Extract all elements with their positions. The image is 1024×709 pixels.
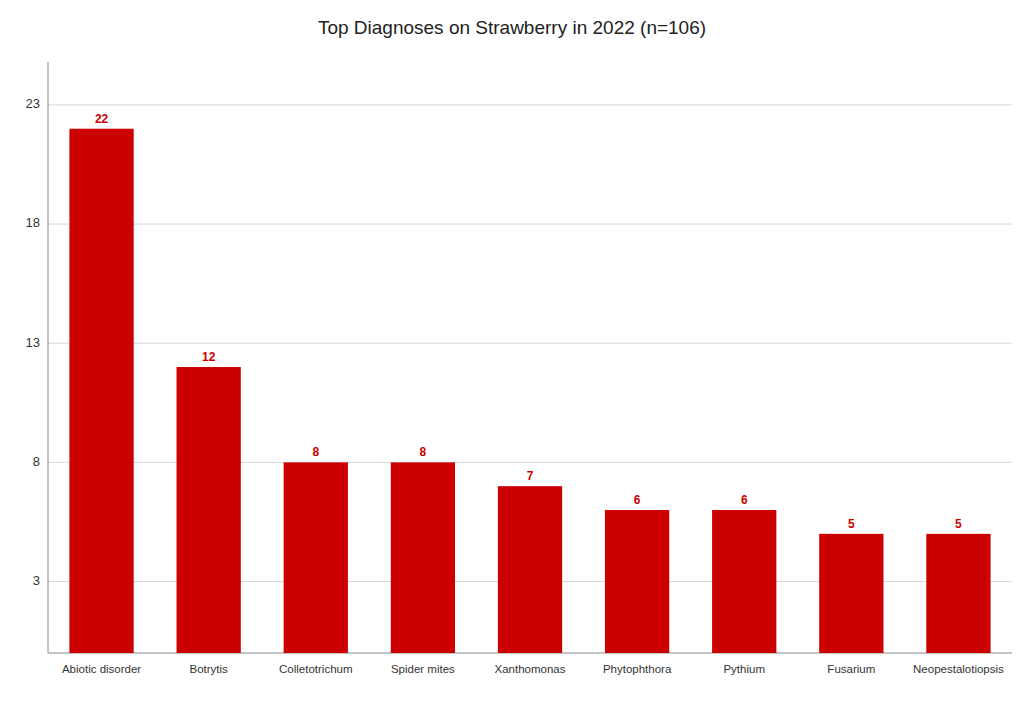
data-label: 5 [955,517,962,531]
y-tick-label: 18 [26,215,40,230]
x-tick-label: Colletotrichum [279,663,353,675]
x-tick-label: Pythium [723,663,765,675]
data-label: 6 [634,493,641,507]
x-tick-label: Spider mites [391,663,455,675]
data-label: 7 [527,469,534,483]
x-tick-label: Abiotic disorder [62,663,141,675]
data-label: 22 [95,112,109,126]
x-tick-label: Botrytis [189,663,228,675]
chart: Top Diagnoses on Strawberry in 2022 (n=1… [0,0,1024,709]
x-tick-label: Phytophthora [603,663,672,675]
chart-container: Top Diagnoses on Strawberry in 2022 (n=1… [0,0,1024,709]
y-tick-label: 3 [33,573,40,588]
bar [177,367,241,653]
bar [819,534,883,653]
data-label: 5 [848,517,855,531]
bar [605,510,669,653]
grid-line [48,224,1012,225]
bar [284,462,348,653]
data-label: 12 [202,350,216,364]
data-label: 6 [741,493,748,507]
grid-line [48,343,1012,344]
grid-line [48,104,1012,105]
bar [926,534,990,653]
data-label: 8 [312,445,319,459]
bars [69,129,990,653]
title: Top Diagnoses on Strawberry in 2022 (n=1… [318,17,706,38]
bar [498,486,562,653]
y-axis-line [48,62,49,653]
x-tick-label: Fusarium [827,663,875,675]
y-tick-label: 23 [26,96,40,111]
x-tick-label: Xanthomonas [495,663,566,675]
bar [712,510,776,653]
x-tick-label: Neopestalotiopsis [913,663,1004,675]
bar [69,129,133,653]
bar [391,462,455,653]
y-tick-label: 13 [26,335,40,350]
y-tick-label: 8 [33,454,40,469]
data-label: 8 [420,445,427,459]
